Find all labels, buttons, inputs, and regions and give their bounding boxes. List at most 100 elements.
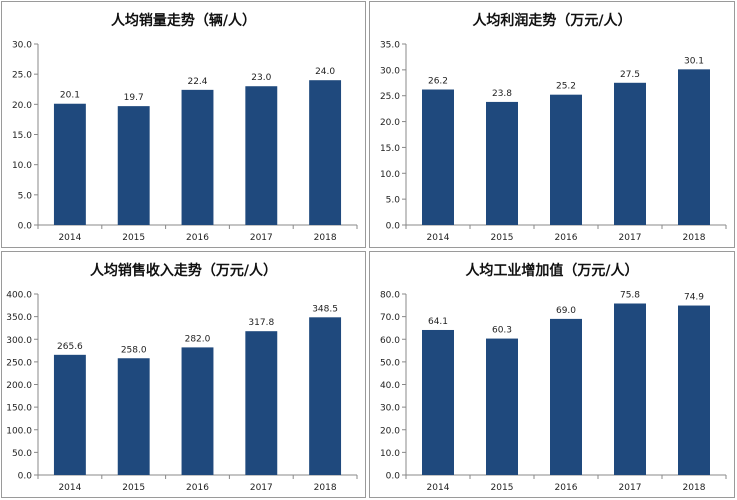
bar — [614, 303, 646, 475]
x-category-label: 2016 — [555, 233, 578, 243]
x-category-label: 2018 — [683, 483, 706, 493]
bar-chart-revenue-per-capita: 0.0 50.0 100.0 150.0 200.0 250.0 300.0 350.0 400… — [6, 291, 358, 493]
x-category-label: 2014 — [427, 483, 450, 493]
y-tick-label: 20.0 — [380, 118, 400, 128]
x-category-label: 2017 — [619, 483, 642, 493]
bar-value-label: 282.0 — [185, 334, 211, 344]
bar — [309, 317, 342, 475]
x-category-label: 2015 — [122, 233, 145, 243]
y-tick-label: 20.0 — [380, 426, 400, 436]
bar — [422, 329, 454, 475]
bar-value-label: 69.0 — [556, 306, 576, 316]
bar-value-label: 64.1 — [428, 317, 448, 327]
x-category-label: 2014 — [58, 233, 81, 243]
bar — [181, 347, 214, 475]
x-category-label: 2015 — [491, 483, 514, 493]
x-category-label: 2016 — [186, 233, 209, 243]
x-category-label: 2014 — [427, 233, 450, 243]
bar-value-label: 23.0 — [251, 73, 271, 83]
bar — [486, 338, 518, 475]
bar — [181, 89, 214, 225]
chart-panel-sales-per-capita: 人均销量走势（辆/人） 0.0 5.0 10.0 15.0 20.0 25.0 30.0 20… — [1, 1, 366, 248]
bar-value-label: 60.3 — [492, 326, 512, 336]
x-category-label: 2016 — [555, 483, 578, 493]
y-tick-label: 400.0 — [6, 291, 32, 301]
y-tick-label: 80.0 — [380, 291, 400, 301]
bar-chart-profit-per-capita: 0.0 5.0 10.0 15.0 20.0 25.0 30.0 35.0 26.2 2014 23… — [380, 41, 727, 243]
bar-value-label: 74.9 — [684, 293, 704, 303]
y-tick-label: 25.0 — [380, 92, 400, 102]
y-tick-label: 40.0 — [380, 381, 400, 391]
y-tick-label: 5.0 — [386, 196, 401, 206]
chart-panel-profit-per-capita: 人均利润走势（万元/人） 0.0 5.0 10.0 15.0 20.0 25.0 30.0 3… — [369, 1, 735, 248]
x-category-label: 2015 — [491, 233, 514, 243]
y-tick-label: 15.0 — [380, 144, 400, 154]
y-tick-label: 35.0 — [380, 41, 400, 51]
bar-value-label: 258.0 — [121, 345, 147, 355]
y-tick-label: 15.0 — [12, 131, 32, 141]
chart-panel-value-added-per-capita: 人均工业增加值（万元/人） 0.0 10.0 20.0 30.0 40.0 50.0 60.… — [369, 251, 735, 498]
bar — [678, 69, 710, 225]
y-tick-label: 70.0 — [380, 313, 400, 323]
y-tick-label: 150.0 — [6, 404, 32, 414]
bar-value-label: 30.1 — [684, 56, 704, 66]
y-tick-label: 300.0 — [6, 336, 32, 346]
bar — [678, 305, 710, 475]
bar-value-label: 75.8 — [620, 291, 640, 301]
y-tick-label: 10.0 — [12, 161, 32, 171]
bar-value-label: 348.5 — [312, 304, 338, 314]
x-category-label: 2018 — [314, 483, 337, 493]
x-category-label: 2015 — [122, 483, 145, 493]
y-tick-label: 0.0 — [386, 472, 401, 482]
bar-value-label: 22.4 — [187, 77, 207, 87]
y-tick-label: 250.0 — [6, 358, 32, 368]
x-category-label: 2017 — [619, 233, 642, 243]
y-tick-label: 5.0 — [18, 191, 33, 201]
bar — [53, 354, 86, 475]
bar-value-label: 25.2 — [556, 82, 576, 92]
bar-chart-value-added-per-capita: 0.0 10.0 20.0 30.0 40.0 50.0 60.0 70.0 80.0 64.1 2… — [380, 291, 727, 493]
y-tick-label: 0.0 — [18, 472, 33, 482]
y-tick-label: 10.0 — [380, 170, 400, 180]
bar — [117, 106, 150, 225]
y-tick-label: 0.0 — [386, 222, 401, 232]
chart-title: 人均工业增加值（万元/人） — [465, 263, 639, 279]
bar-chart-sales-per-capita: 0.0 5.0 10.0 15.0 20.0 25.0 30.0 20.1 2014 19.7 20… — [12, 41, 358, 243]
y-tick-label: 100.0 — [6, 426, 32, 436]
y-tick-label: 50.0 — [12, 449, 32, 459]
bar — [53, 103, 86, 225]
bar — [614, 82, 646, 226]
chart-panel-revenue-per-capita: 人均销售收入走势（万元/人） 0.0 50.0 100.0 150.0 200.0 250… — [1, 251, 366, 498]
bar — [117, 358, 150, 475]
x-category-label: 2014 — [58, 483, 81, 493]
bar-value-label: 23.8 — [492, 89, 512, 99]
bar-value-label: 26.2 — [428, 77, 448, 87]
x-category-label: 2017 — [250, 233, 273, 243]
y-tick-label: 350.0 — [6, 313, 32, 323]
bar-value-label: 27.5 — [620, 70, 640, 80]
y-tick-label: 30.0 — [380, 404, 400, 414]
bar — [309, 80, 342, 225]
bar-value-label: 24.0 — [315, 67, 335, 77]
y-tick-label: 20.0 — [12, 101, 32, 111]
bar — [550, 94, 582, 226]
x-category-label: 2017 — [250, 483, 273, 493]
y-tick-label: 25.0 — [12, 71, 32, 81]
y-tick-label: 200.0 — [6, 381, 32, 391]
y-tick-label: 30.0 — [12, 41, 32, 51]
chart-title: 人均利润走势（万元/人） — [472, 13, 632, 29]
bar — [422, 89, 454, 225]
y-tick-label: 30.0 — [380, 66, 400, 76]
bar — [245, 331, 278, 475]
chart-title: 人均销量走势（辆/人） — [110, 13, 257, 29]
bar-value-label: 20.1 — [60, 91, 80, 101]
bar-value-label: 317.8 — [248, 318, 274, 328]
bar-value-label: 19.7 — [124, 93, 144, 103]
bar — [550, 318, 582, 475]
y-tick-label: 50.0 — [380, 358, 400, 368]
chart-title: 人均销售收入走势（万元/人） — [89, 263, 278, 279]
y-tick-label: 0.0 — [18, 222, 33, 232]
y-tick-label: 10.0 — [380, 449, 400, 459]
x-category-label: 2016 — [186, 483, 209, 493]
x-category-label: 2018 — [314, 233, 337, 243]
